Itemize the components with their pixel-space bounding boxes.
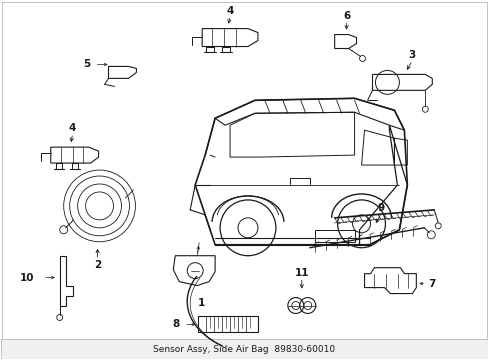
Text: 5: 5 [83,59,90,69]
Text: Sensor Assy, Side Air Bag  89830-60010: Sensor Assy, Side Air Bag 89830-60010 [153,345,334,354]
Polygon shape [1,339,487,359]
Text: 1: 1 [197,298,204,307]
Text: 4: 4 [69,123,76,133]
Text: 9: 9 [377,203,384,213]
Text: 6: 6 [342,10,349,21]
Text: 2: 2 [94,260,101,270]
Text: 11: 11 [294,267,308,278]
Text: 10: 10 [20,273,35,283]
Text: 8: 8 [172,319,180,329]
Text: 3: 3 [408,50,415,60]
Text: 4: 4 [226,6,233,15]
Text: 7: 7 [427,279,435,289]
